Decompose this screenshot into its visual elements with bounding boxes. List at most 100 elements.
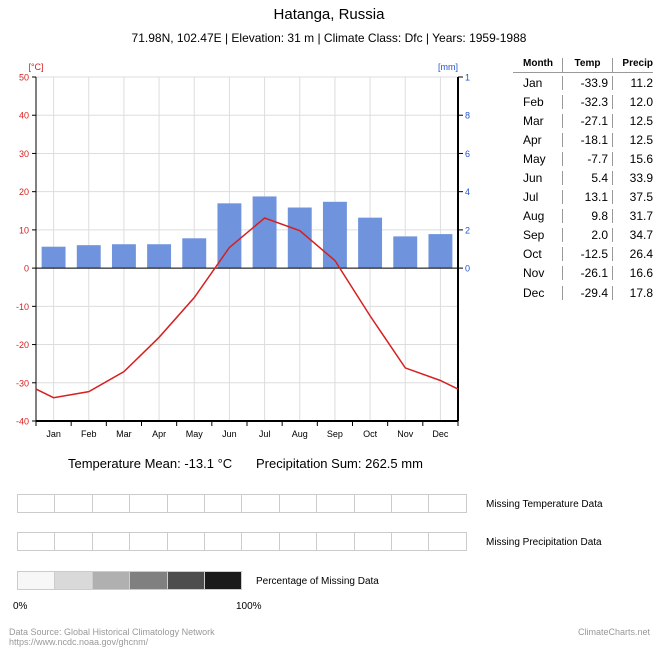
header-temp: Temp (562, 58, 612, 72)
y-left-tick-label: 50 (19, 73, 29, 83)
table-cell-month: Oct (523, 247, 542, 262)
table-cell-month: Aug (523, 209, 545, 224)
station-info: 71.98N, 102.47E | Elevation: 31 m | Clim… (131, 31, 527, 45)
table-cell-precip: 11.2 (612, 75, 653, 90)
precip-bar-oct (358, 217, 383, 269)
precip-bar-aug (287, 207, 312, 269)
climate-chart: -40 -30 -20 -10 0 10 20 30 40 50 0 20 40 60 80 100 Jan Fe… (16, 62, 470, 439)
missing-precipitation-strip (17, 532, 467, 551)
table-cell-precip: 31.7 (612, 209, 653, 224)
table-row: Aug 9.8 31.7 (513, 207, 653, 226)
table-cell-month: Jun (523, 171, 543, 186)
data-source-line2[interactable]: https://www.ncdc.noaa.gov/ghcnm/ (9, 637, 149, 647)
legend-swatch (129, 571, 168, 590)
precip-bar-jun (217, 203, 242, 269)
missing-data-cell (166, 494, 205, 513)
table-cell-temp: -18.1 (562, 132, 612, 147)
pct-max-label: 100% (236, 601, 262, 612)
table-cell-precip: 17.8 (612, 285, 653, 300)
table-row: Sep 2.0 34.7 (513, 226, 653, 245)
table-body: Jan -33.9 11.2 Feb -32.3 12.0 Mar -27.1 12.5 Apr -… (513, 73, 653, 302)
pct-min-label: 0% (13, 601, 28, 612)
legend-swatch (54, 571, 93, 590)
missing-data-cell (129, 494, 168, 513)
table-cell-month: Dec (523, 285, 545, 300)
missing-data-legend-label: Percentage of Missing Data (256, 576, 379, 587)
legend-swatch (17, 571, 56, 590)
table-cell-month: Mar (523, 113, 544, 128)
precip-bar-mar (111, 244, 136, 269)
table-cell-month: Nov (523, 266, 545, 281)
table-cell-temp: 5.4 (562, 171, 612, 186)
missing-data-cell (241, 494, 280, 513)
table-cell-temp: -7.7 (562, 151, 612, 166)
table-cell-precip: 16.6 (612, 266, 653, 281)
page-title: Hatanga, Russia (273, 6, 385, 23)
missing-data-cell (353, 532, 392, 551)
missing-data-cell (428, 494, 467, 513)
chart-axes (32, 76, 463, 426)
x-tick-label: Jun (222, 429, 237, 439)
missing-data-cell (353, 494, 392, 513)
missing-data-cell (54, 532, 93, 551)
x-tick-label: Jan (46, 429, 61, 439)
x-tick-label: Sep (327, 429, 343, 439)
table-cell-month: Apr (523, 132, 542, 147)
precip-bar-feb (76, 245, 101, 269)
y-left-tick-label: -20 (16, 340, 29, 350)
header-precip: Precip (612, 58, 653, 72)
table-row: May -7.7 15.6 (513, 149, 653, 168)
temp-line-group (35, 217, 459, 399)
missing-data-cell (203, 494, 243, 513)
precip-bar-apr (147, 244, 172, 269)
brand-link[interactable]: ClimateCharts.net (577, 627, 650, 637)
table-cell-precip: 37.5 (612, 190, 653, 205)
table-cell-month: May (523, 151, 546, 166)
table-row: Feb -32.3 12.0 (513, 92, 653, 111)
axis-labels: -40 -30 -20 -10 0 10 20 30 40 50 0 20 40 60 80 100 Jan Fe… (16, 62, 470, 439)
table-cell-precip: 12.0 (612, 94, 653, 109)
header-month: Month (523, 58, 553, 69)
table-row: Jul 13.1 37.5 (513, 188, 653, 207)
legend-swatch (91, 571, 131, 590)
precip-bar-dec (428, 234, 453, 269)
missing-data-cell (278, 494, 318, 513)
table-header: Month Temp Precip (513, 58, 653, 73)
y-right-tick-label: 100 (465, 73, 470, 83)
missing-data-cell (428, 532, 467, 551)
table-cell-month: Jul (523, 190, 539, 205)
table-cell-temp: 9.8 (562, 209, 612, 224)
legend-swatch (166, 571, 205, 590)
missing-data-cell (129, 532, 168, 551)
precip-unit-label: [mm] (438, 62, 458, 72)
missing-data-cell (241, 532, 280, 551)
table-cell-precip: 15.6 (612, 151, 653, 166)
y-left-tick-label: 10 (19, 225, 29, 235)
x-tick-label: Oct (363, 429, 378, 439)
missing-data-cell (390, 494, 430, 513)
table-row: Apr -18.1 12.5 (513, 130, 653, 149)
missing-data-cell (17, 532, 56, 551)
missing-data-cell (91, 532, 131, 551)
missing-temperature-strip (17, 494, 467, 513)
y-right-tick-label: 40 (465, 187, 470, 197)
precip-bar-sep (322, 201, 347, 269)
precip-bar-nov (393, 236, 418, 269)
y-left-tick-label: 40 (19, 111, 29, 121)
table-cell-temp: -26.1 (562, 266, 612, 281)
y-left-tick-label: 20 (19, 187, 29, 197)
missing-data-cell (390, 532, 430, 551)
table-cell-temp: -33.9 (562, 75, 612, 90)
x-tick-label: Mar (116, 429, 132, 439)
y-right-tick-label: 20 (465, 225, 470, 235)
y-left-tick-label: -10 (16, 302, 29, 312)
missing-data-cell (316, 494, 355, 513)
missing-data-cell (203, 532, 243, 551)
y-left-tick-label: -40 (16, 417, 29, 427)
table-cell-temp: -27.1 (562, 113, 612, 128)
x-tick-label: Dec (432, 429, 449, 439)
table-row: Mar -27.1 12.5 (513, 111, 653, 130)
table-row: Dec -29.4 17.8 (513, 283, 653, 302)
data-source-line1: Data Source: Global Historical Climatolo… (9, 627, 215, 637)
table-cell-precip: 34.7 (612, 228, 653, 243)
